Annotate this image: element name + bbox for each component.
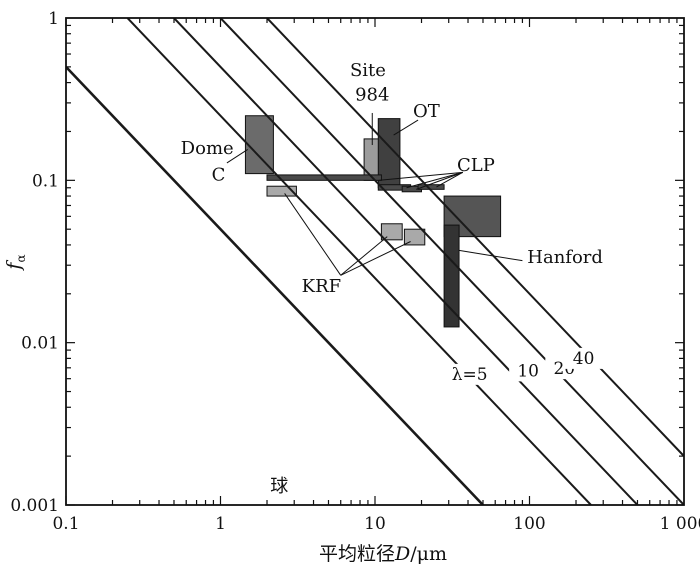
line-lambda-40 <box>266 18 684 457</box>
x-axis-title-var: D <box>394 543 410 565</box>
annotation-krf: KRF <box>302 276 342 297</box>
x-tick-label: 1 <box>215 514 226 534</box>
lambda-lines <box>66 18 684 505</box>
region-dome-c-0 <box>244 115 274 175</box>
x-tick-label: 100 <box>513 514 545 534</box>
region-krf-7 <box>266 185 297 197</box>
leader-line <box>406 171 463 189</box>
leader-line <box>378 171 463 181</box>
annotation-c: C <box>212 164 226 185</box>
x-axis-title: 平均粒径D/μm <box>319 543 447 565</box>
line-lambda-20 <box>219 18 684 505</box>
y-tick-label: 0.01 <box>21 334 59 354</box>
leader-line <box>340 241 411 276</box>
region-krf-9 <box>403 228 426 246</box>
lambda-label-bg <box>450 363 489 385</box>
region-hanford-11 <box>443 224 460 328</box>
y-tick-label: 0.001 <box>10 496 59 516</box>
annotation-site: Site <box>350 60 386 81</box>
y-axis-title: fα <box>3 254 28 271</box>
lambda-label-10: 10 <box>517 361 539 381</box>
y-axis-title-var: f <box>3 260 25 272</box>
x-tick-label: 1 000 <box>660 514 700 534</box>
leader-line <box>416 171 463 190</box>
y-tick-label: 0.1 <box>32 171 59 191</box>
region-krf-8 <box>380 223 403 241</box>
lambda-label-40: 40 <box>573 349 595 369</box>
x-axis-title-unit: /μm <box>410 543 447 565</box>
annotation-hanford: Hanford <box>527 247 603 268</box>
lambda-label-bg <box>564 347 603 369</box>
y-tick-label: 1 <box>48 9 59 29</box>
x-tick-label: 10 <box>364 514 386 534</box>
annotation-dome: Dome <box>181 138 234 159</box>
line-lambda-10 <box>173 18 639 505</box>
line-sphere <box>66 65 484 505</box>
leader-line <box>340 236 388 276</box>
y-axis-title-sub: α <box>14 254 28 262</box>
leader-line <box>226 149 248 164</box>
annotation-ot: OT <box>413 101 440 122</box>
leader-line <box>393 119 419 136</box>
leader-line <box>436 171 464 188</box>
lambda-label-5: λ=5 <box>452 365 488 385</box>
lambda-label-bg <box>509 360 548 382</box>
annotation-item: 球 <box>270 476 288 497</box>
x-tick-label: 0.1 <box>52 514 79 534</box>
annotation-984: 984 <box>355 85 389 106</box>
x-axis-title-prefix: 平均粒径 <box>319 543 395 565</box>
data-regions <box>244 115 502 328</box>
axis-ticks: 0.1 1 10 100 1 000 0.001 0.01 0.1 1 <box>10 9 700 534</box>
leader-line <box>284 193 342 276</box>
annotation-clp: CLP <box>457 155 495 176</box>
leader-line <box>458 249 523 262</box>
line-lambda-5 <box>126 18 592 505</box>
